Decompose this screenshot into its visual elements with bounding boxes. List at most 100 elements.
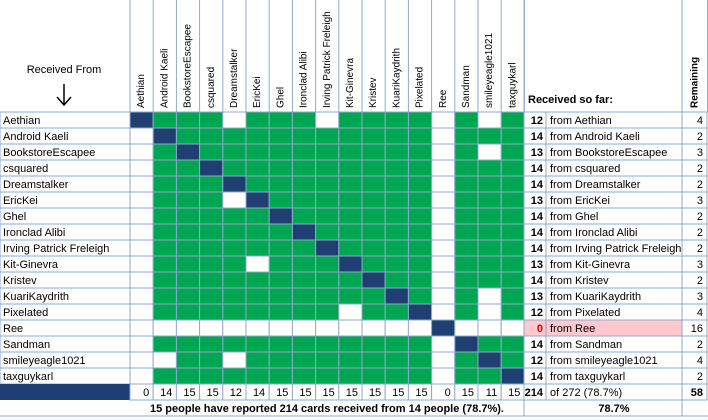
received-cell (268, 271, 293, 289)
received-cell (268, 255, 293, 273)
received-cell (338, 175, 363, 193)
from-label: from EricKei (550, 195, 610, 207)
received-cell (152, 255, 177, 273)
received-cell (268, 239, 293, 257)
from-label: from Irving Patrick Freleigh (550, 243, 681, 255)
row-label: Ironclad Alibi (3, 227, 65, 239)
self-cell (199, 159, 224, 177)
remaining-heading: Remaining (690, 57, 701, 108)
received-cell (407, 159, 433, 177)
missing-cell (129, 367, 154, 385)
row-label: Pixelated (3, 307, 48, 319)
missing-cell (431, 223, 456, 241)
received-cell (222, 271, 247, 289)
received-cell (361, 191, 386, 209)
received-cell (222, 287, 247, 305)
received-cell (500, 335, 525, 353)
received-count: 14 (531, 243, 544, 255)
column-total: 15 (183, 387, 195, 399)
received-cell (477, 191, 502, 209)
remaining-cell (681, 351, 708, 369)
missing-cell (152, 351, 177, 369)
remaining-cell (681, 287, 708, 305)
column-total: 15 (369, 387, 381, 399)
row-label: Android Kaeli (3, 131, 68, 143)
received-cell (222, 303, 247, 321)
from-label: from Pixelated (550, 307, 620, 319)
received-cell (407, 207, 433, 225)
received-cell (477, 207, 502, 225)
missing-cell (245, 319, 270, 337)
column-total: 15 (392, 387, 404, 399)
received-cell (245, 207, 270, 225)
received-cell (291, 335, 317, 353)
received-cell (407, 239, 433, 257)
received-cell (152, 191, 177, 209)
remaining-count: 2 (697, 275, 703, 287)
received-cell (175, 111, 201, 129)
from-label: from Kit-Ginevra (550, 259, 631, 271)
received-cell (477, 335, 502, 353)
missing-cell (315, 319, 340, 337)
received-cell (245, 143, 270, 161)
missing-cell (477, 303, 502, 321)
received-heading: Received so far: (528, 94, 613, 106)
received-cell (268, 367, 293, 385)
remaining-count: 2 (697, 227, 703, 239)
missing-cell (477, 319, 502, 337)
received-count: 13 (531, 147, 543, 159)
received-cell (477, 223, 502, 241)
missing-cell (129, 303, 154, 321)
received-cell (268, 127, 293, 145)
received-cell (199, 271, 224, 289)
self-cell (338, 255, 363, 273)
row-label: Sandman (3, 339, 50, 351)
received-cell (152, 335, 177, 353)
from-label: from csquared (550, 163, 620, 175)
received-cell (175, 191, 201, 209)
missing-cell (338, 303, 363, 321)
received-cell (454, 303, 479, 321)
remaining-count: 2 (697, 211, 703, 223)
received-cell (199, 191, 224, 209)
received-cell (175, 159, 201, 177)
self-cell (152, 127, 177, 145)
remaining-cell (681, 111, 708, 129)
missing-cell (129, 351, 154, 369)
column-header: Sandman (461, 65, 472, 108)
received-count: 14 (531, 339, 544, 351)
received-cell (500, 255, 525, 273)
received-cell (268, 159, 293, 177)
received-cell (152, 271, 177, 289)
received-cell (454, 111, 479, 129)
column-total: 15 (207, 387, 219, 399)
missing-cell (500, 319, 525, 337)
missing-cell (222, 111, 247, 129)
remaining-cell (681, 303, 708, 321)
total-cell (129, 383, 154, 401)
received-count: 13 (531, 291, 543, 303)
received-cell (315, 287, 340, 305)
footer-label-cell (0, 384, 130, 400)
missing-cell (222, 191, 247, 209)
received-cell (407, 255, 433, 273)
received-cell (268, 351, 293, 369)
received-cell (384, 335, 409, 353)
received-cell (152, 111, 177, 129)
missing-cell (222, 319, 247, 337)
received-cell (291, 143, 317, 161)
from-label: from Sandman (550, 339, 622, 351)
received-cell (454, 223, 479, 241)
received-cell (268, 223, 293, 241)
from-label: from smileyeagle1021 (550, 355, 658, 367)
column-header: BookstoreEscapee (183, 24, 194, 108)
received-cell (291, 255, 317, 273)
received-cell (384, 351, 409, 369)
missing-cell (152, 319, 177, 337)
received-cell (315, 159, 340, 177)
missing-cell (454, 319, 479, 337)
received-cell (338, 111, 363, 129)
received-cell (222, 255, 247, 273)
missing-cell (199, 319, 224, 337)
